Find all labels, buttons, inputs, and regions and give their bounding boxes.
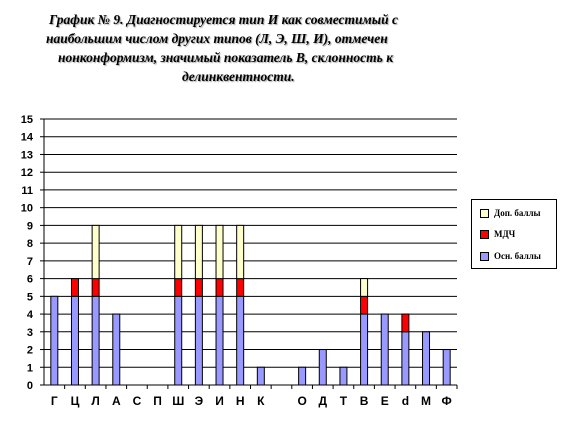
legend: Доп. баллы МДЧ Осн. баллы [471,199,557,269]
bar-segment [360,313,369,386]
bar-segment [215,278,224,297]
bar-segment [215,224,224,280]
y-tick-label: 13 [21,149,33,161]
y-tick-label: 12 [21,167,33,179]
x-tick-label: Г [51,394,58,408]
bar-segment [91,295,100,386]
y-tick-label: 10 [21,203,33,215]
title-line-4: делинквентности. [182,69,295,84]
bar-segment [174,295,183,386]
y-tick-label: 7 [27,256,33,268]
x-tick-label: Ц [71,394,80,408]
bar-segment [236,224,245,280]
x-tick-label: d [402,394,409,408]
y-tick-label: 3 [27,327,33,339]
bar-segment [194,278,203,297]
x-tick-label: Н [236,394,245,408]
y-tick-label: 0 [27,380,33,392]
bar-segment [422,331,431,386]
x-tick-label: Е [381,394,389,408]
bar-segment [360,278,369,297]
bar-segment [91,224,100,280]
bar-segment [339,366,348,386]
x-tick-label: С [133,394,142,408]
bar-segment [236,295,245,386]
x-tick-label: А [112,394,121,408]
x-tick-label: И [215,394,224,408]
bar-segment [91,278,100,297]
bar-segment [215,295,224,386]
y-tick-label: 8 [27,238,33,250]
y-tick-label: 2 [27,345,33,357]
legend-swatch-mdch [480,229,489,239]
legend-item-extra: Доп. баллы [480,208,541,218]
bar-segment [70,278,79,297]
bar-segment [256,366,265,386]
legend-swatch-extra [480,208,489,218]
bar-segment [442,349,451,386]
bar-segment [401,313,410,333]
legend-item-base: Осн. баллы [480,251,541,261]
bar-segment [112,313,121,386]
y-tick-label: 14 [21,132,34,144]
x-tick-label: Л [91,394,99,408]
x-tick-label: M [421,394,431,408]
y-tick-label: 9 [27,220,33,232]
bar-segment [174,224,183,280]
bar-segment [360,295,369,315]
bar-segment [401,331,410,386]
title-line-3: нонконформизм, значимый показатель В, ск… [58,50,394,65]
x-tick-label: В [360,394,369,408]
bar-segment [70,295,79,386]
x-tick-label: Т [340,394,348,408]
y-tick-label: 6 [27,274,33,286]
x-tick-label: Ф [442,394,452,408]
bar-segment [380,313,389,386]
y-tick-label: 15 [21,114,33,126]
bar-segment [50,295,59,386]
title-line-2: наибольшим числом других типов (Л, Э, Ш,… [46,31,388,46]
bar-segment [298,366,307,386]
bar-segment [194,295,203,386]
legend-label-extra: Доп. баллы [494,208,541,218]
legend-label-mdch: МДЧ [494,229,516,239]
x-tick-label: К [257,394,265,408]
x-tick-label: Д [318,394,327,408]
x-tick-label: П [153,394,162,408]
bar-segment [318,349,327,386]
x-tick-label: Ш [172,394,184,408]
y-tick-label: 5 [27,291,33,303]
bar-segment [174,278,183,297]
title-line-1: График № 9. Диагностируется тип И как со… [49,12,399,27]
y-tick-label: 11 [21,185,33,197]
y-tick-label: 4 [27,309,34,321]
legend-label-base: Осн. баллы [494,251,541,261]
chart-title: График № 9. Диагностируется тип И как со… [0,10,567,86]
legend-swatch-base [480,251,489,261]
x-tick-label: Э [195,394,204,408]
bar-segment [236,278,245,297]
legend-item-mdch: МДЧ [480,229,515,239]
y-tick-label: 1 [27,362,33,374]
x-tick-label: О [297,394,306,408]
bar-segment [194,224,203,280]
